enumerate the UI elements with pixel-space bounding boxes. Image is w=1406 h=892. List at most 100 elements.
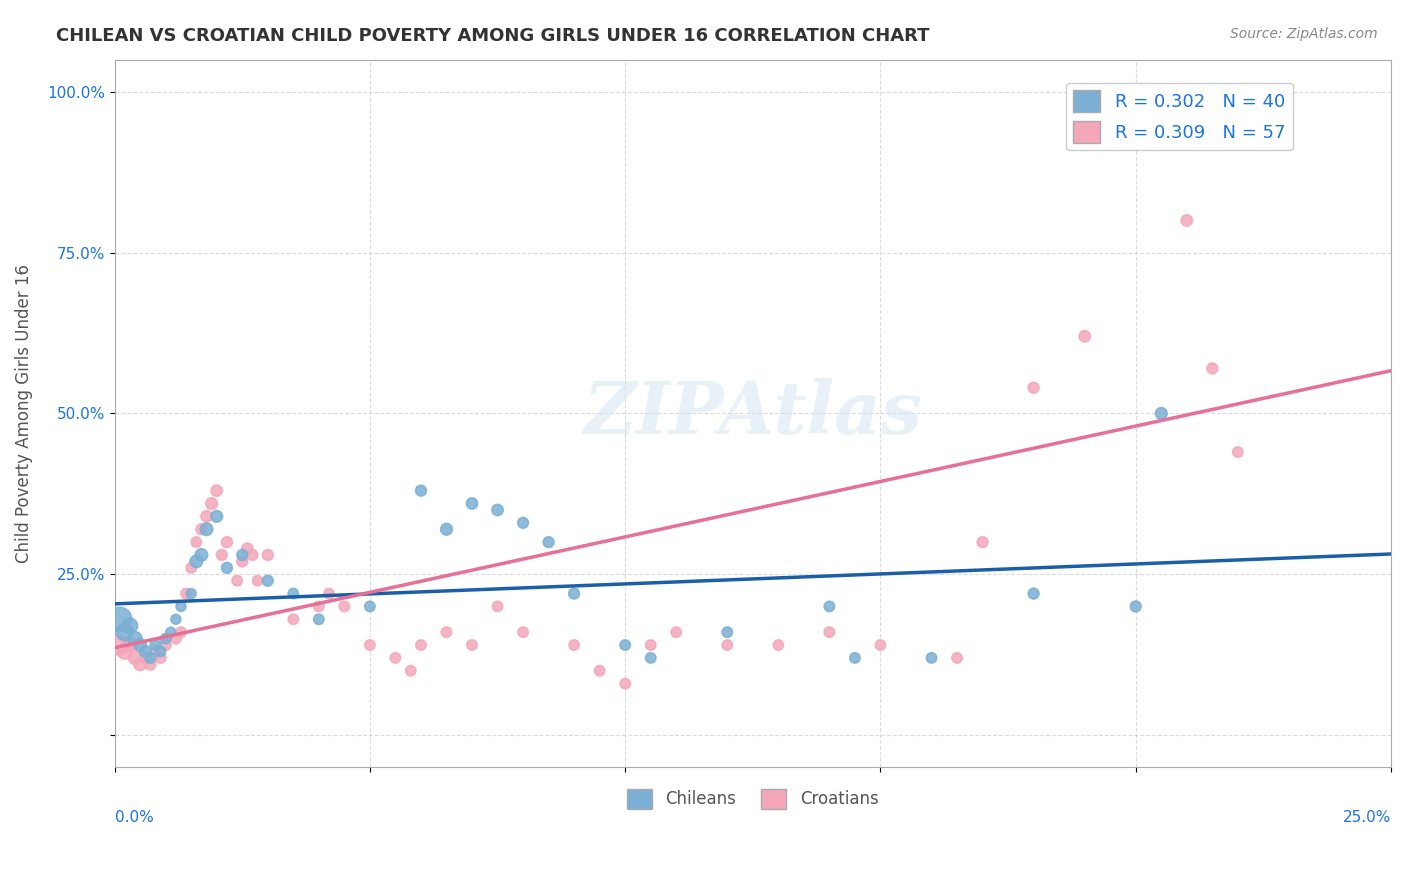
Point bbox=[537, 535, 560, 549]
Point bbox=[195, 522, 218, 536]
Point bbox=[614, 676, 637, 690]
Point bbox=[256, 548, 278, 562]
Point bbox=[124, 632, 146, 646]
Point bbox=[231, 554, 253, 568]
Point bbox=[201, 496, 224, 510]
Point bbox=[409, 483, 432, 498]
Point bbox=[170, 625, 193, 640]
Point bbox=[180, 586, 202, 600]
Point bbox=[399, 664, 422, 678]
Point bbox=[139, 651, 162, 665]
Point bbox=[716, 638, 738, 652]
Text: 0.0%: 0.0% bbox=[115, 810, 153, 825]
Point bbox=[1226, 445, 1249, 459]
Point bbox=[118, 618, 141, 632]
Point bbox=[165, 632, 187, 646]
Point bbox=[159, 625, 181, 640]
Point bbox=[283, 586, 305, 600]
Point bbox=[844, 651, 866, 665]
Point bbox=[1022, 586, 1045, 600]
Point bbox=[139, 657, 162, 672]
Point bbox=[226, 574, 249, 588]
Point bbox=[1150, 406, 1173, 420]
Point bbox=[512, 625, 534, 640]
Point bbox=[308, 599, 330, 614]
Point bbox=[436, 522, 458, 536]
Point bbox=[461, 496, 484, 510]
Point bbox=[108, 638, 131, 652]
Point bbox=[486, 503, 509, 517]
Point bbox=[114, 644, 136, 658]
Point bbox=[716, 625, 738, 640]
Point bbox=[149, 651, 172, 665]
Point bbox=[818, 599, 841, 614]
Point bbox=[562, 638, 585, 652]
Point bbox=[359, 638, 381, 652]
Point bbox=[215, 535, 238, 549]
Point bbox=[211, 548, 233, 562]
Point bbox=[155, 632, 177, 646]
Point bbox=[562, 586, 585, 600]
Point bbox=[359, 599, 381, 614]
Point bbox=[170, 599, 193, 614]
Point bbox=[818, 625, 841, 640]
Point bbox=[186, 554, 208, 568]
Point bbox=[486, 599, 509, 614]
Point bbox=[108, 612, 131, 626]
Point bbox=[1125, 111, 1147, 125]
Point bbox=[512, 516, 534, 530]
Point bbox=[165, 612, 187, 626]
Point bbox=[149, 644, 172, 658]
Point bbox=[145, 644, 167, 658]
Point bbox=[195, 509, 218, 524]
Point bbox=[588, 664, 610, 678]
Point bbox=[205, 483, 228, 498]
Point bbox=[134, 651, 156, 665]
Point bbox=[155, 638, 177, 652]
Point bbox=[665, 625, 688, 640]
Point bbox=[231, 548, 253, 562]
Point bbox=[190, 548, 212, 562]
Point bbox=[640, 651, 662, 665]
Y-axis label: Child Poverty Among Girls Under 16: Child Poverty Among Girls Under 16 bbox=[15, 264, 32, 563]
Point bbox=[215, 561, 238, 575]
Text: CHILEAN VS CROATIAN CHILD POVERTY AMONG GIRLS UNDER 16 CORRELATION CHART: CHILEAN VS CROATIAN CHILD POVERTY AMONG … bbox=[56, 27, 929, 45]
Point bbox=[118, 638, 141, 652]
Point bbox=[256, 574, 278, 588]
Point bbox=[124, 651, 146, 665]
Point bbox=[1125, 599, 1147, 614]
Point bbox=[318, 586, 340, 600]
Legend: Chileans, Croatians: Chileans, Croatians bbox=[620, 782, 886, 815]
Point bbox=[333, 599, 356, 614]
Point bbox=[869, 638, 891, 652]
Point bbox=[921, 651, 943, 665]
Point bbox=[236, 541, 259, 556]
Point bbox=[1175, 213, 1198, 227]
Point bbox=[205, 509, 228, 524]
Point bbox=[1022, 381, 1045, 395]
Point bbox=[174, 586, 197, 600]
Point bbox=[246, 574, 269, 588]
Point bbox=[190, 522, 212, 536]
Point bbox=[114, 625, 136, 640]
Point bbox=[972, 535, 994, 549]
Point bbox=[436, 625, 458, 640]
Point bbox=[308, 612, 330, 626]
Point bbox=[384, 651, 406, 665]
Text: 25.0%: 25.0% bbox=[1343, 810, 1391, 825]
Point bbox=[409, 638, 432, 652]
Point bbox=[242, 548, 264, 562]
Point bbox=[461, 638, 484, 652]
Point bbox=[180, 561, 202, 575]
Point bbox=[1150, 104, 1173, 119]
Point bbox=[129, 657, 152, 672]
Point bbox=[283, 612, 305, 626]
Point bbox=[186, 535, 208, 549]
Point bbox=[129, 638, 152, 652]
Point bbox=[614, 638, 637, 652]
Text: ZIPAtlas: ZIPAtlas bbox=[583, 378, 922, 449]
Point bbox=[1201, 361, 1223, 376]
Point bbox=[768, 638, 790, 652]
Point bbox=[134, 644, 156, 658]
Point bbox=[145, 638, 167, 652]
